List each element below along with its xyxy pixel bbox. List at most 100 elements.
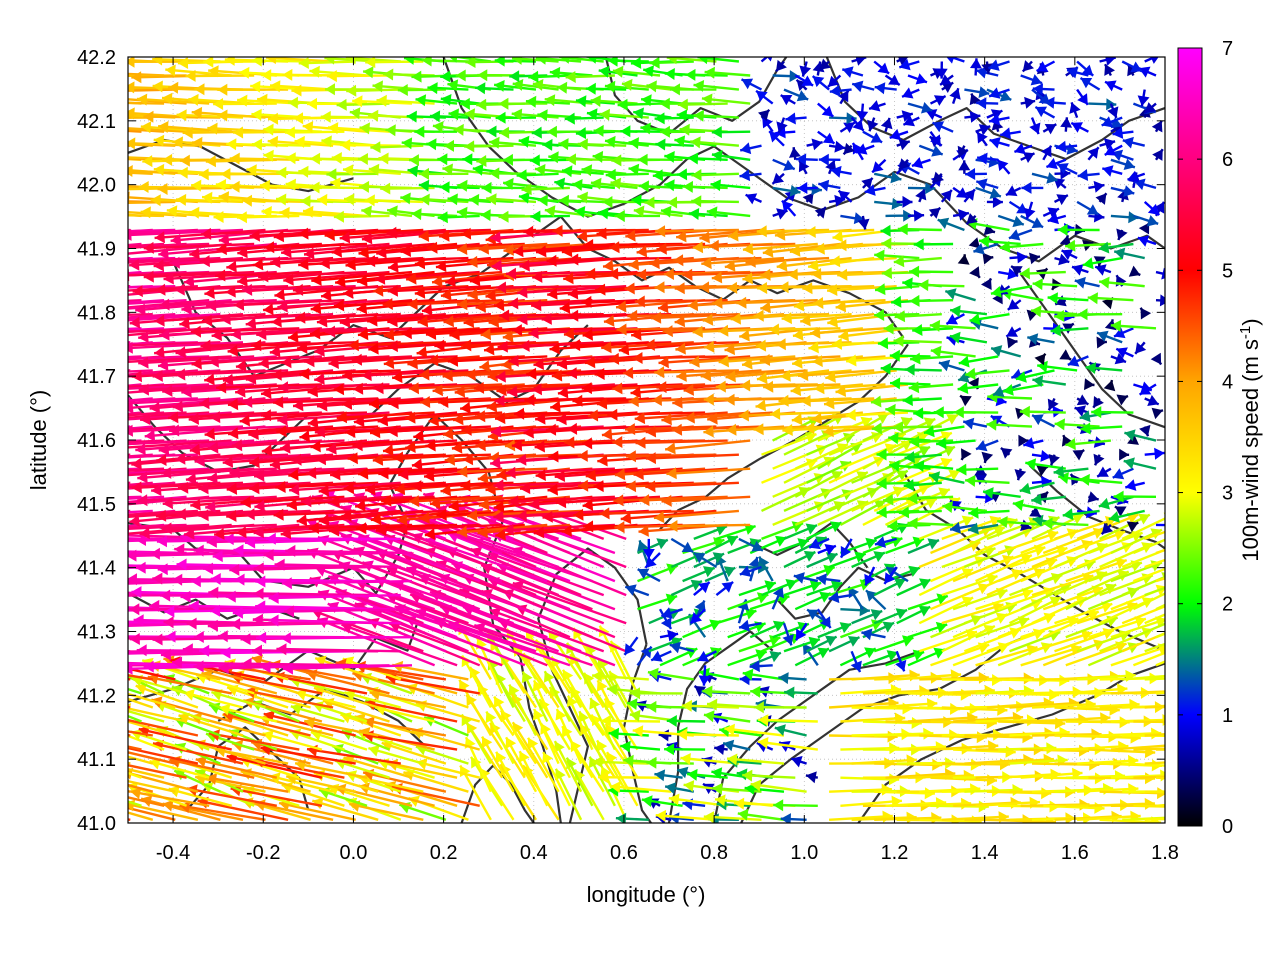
wind-vector xyxy=(1025,458,1066,471)
wind-vector xyxy=(128,593,131,597)
wind-vector xyxy=(128,88,131,91)
wind-vector xyxy=(783,488,833,512)
wind-vector xyxy=(965,474,1010,487)
wind-vector xyxy=(693,551,718,569)
x-tick-label: 1.4 xyxy=(971,842,999,864)
colorbar-tick-label: 4 xyxy=(1222,371,1233,393)
wind-vector xyxy=(681,699,739,712)
wind-vector xyxy=(997,529,1059,555)
wind-vector xyxy=(691,195,739,208)
y-tick-label: 41.0 xyxy=(77,813,116,835)
colorbar-tick-label: 2 xyxy=(1222,594,1233,616)
wind-vector xyxy=(887,520,931,533)
wind-vector xyxy=(861,628,886,641)
wind-vector xyxy=(1058,472,1100,484)
wind-vector xyxy=(997,214,1025,228)
wind-vector xyxy=(753,701,807,714)
wind-vector xyxy=(177,166,244,179)
wind-vector xyxy=(128,764,187,779)
x-tick-label: 1.2 xyxy=(881,842,909,864)
wind-vector xyxy=(1088,616,1147,639)
wind-vector xyxy=(1036,60,1056,73)
wind-vector xyxy=(623,754,672,767)
wind-vector xyxy=(128,285,131,288)
wind-vector xyxy=(498,97,548,110)
wind-vector xyxy=(738,619,762,632)
wind-vector xyxy=(986,196,1003,208)
wind-vector xyxy=(1087,491,1100,503)
wind-vector xyxy=(647,667,694,681)
wind-vector xyxy=(1101,165,1123,177)
wind-vector xyxy=(1084,378,1095,391)
wind-vector xyxy=(1019,481,1055,495)
wind-vector xyxy=(839,647,877,667)
wind-vector xyxy=(521,670,549,723)
wind-vector xyxy=(975,616,1030,639)
wind-vector xyxy=(653,509,739,524)
wind-vector xyxy=(958,160,971,174)
wind-vector xyxy=(637,153,683,166)
wind-vector xyxy=(1139,424,1151,437)
wind-vector xyxy=(829,255,897,268)
wind-vector xyxy=(949,305,988,318)
wind-vector xyxy=(518,750,549,807)
wind-vector xyxy=(149,758,210,779)
wind-vector xyxy=(128,327,142,331)
wind-vector xyxy=(883,566,898,585)
wind-vector xyxy=(799,61,812,77)
wind-vector xyxy=(128,800,142,807)
wind-vector xyxy=(1034,352,1047,366)
wind-vector xyxy=(780,94,796,106)
wind-vector xyxy=(1079,76,1101,91)
wind-vector xyxy=(703,710,751,723)
wind-vector xyxy=(128,101,165,105)
wind-vector xyxy=(930,345,976,358)
wind-vector xyxy=(1144,733,1165,737)
wind-vector xyxy=(986,418,1033,431)
wind-vector xyxy=(173,769,221,793)
wind-vector xyxy=(295,688,356,709)
wind-vector xyxy=(918,629,978,653)
wind-vector xyxy=(676,728,739,741)
wind-vector xyxy=(783,523,818,541)
wind-vector xyxy=(385,672,480,695)
wind-vector xyxy=(1024,201,1036,220)
wind-vector xyxy=(1020,744,1090,757)
wind-vector xyxy=(1029,506,1042,518)
wind-vector xyxy=(527,737,560,793)
wind-vector xyxy=(1076,394,1089,406)
wind-vector xyxy=(128,811,154,821)
wind-vector xyxy=(1123,457,1157,470)
wind-vector xyxy=(128,509,153,514)
wind-vector xyxy=(162,799,244,821)
wind-vector xyxy=(532,679,560,736)
wind-vector xyxy=(727,649,768,667)
wind-vector xyxy=(542,751,571,807)
wind-vector xyxy=(1144,817,1165,821)
wind-vector xyxy=(903,479,942,492)
wind-vector xyxy=(874,283,920,296)
wind-vector xyxy=(183,689,244,709)
wind-vector xyxy=(851,609,883,625)
wind-vector xyxy=(128,667,176,681)
wind-vector xyxy=(128,523,210,531)
wind-vector xyxy=(1139,307,1152,320)
wind-vector xyxy=(128,746,199,765)
y-tick-label: 41.5 xyxy=(77,494,116,516)
wind-vector xyxy=(1031,172,1058,184)
wind-vector xyxy=(230,618,356,631)
wind-vector xyxy=(128,635,142,639)
wind-vector xyxy=(932,121,954,133)
wind-vector xyxy=(817,622,852,639)
wind-vector xyxy=(1005,185,1022,197)
wind-vector xyxy=(896,605,931,625)
wind-vector xyxy=(1023,437,1044,449)
wind-vector xyxy=(664,782,695,795)
wind-vector xyxy=(967,522,999,535)
wind-vector xyxy=(749,660,773,673)
x-tick-label: 1.6 xyxy=(1061,842,1089,864)
wind-vector xyxy=(128,397,131,400)
wind-vector xyxy=(1057,223,1100,236)
wind-vector xyxy=(128,537,131,541)
wind-vector xyxy=(1060,117,1073,132)
